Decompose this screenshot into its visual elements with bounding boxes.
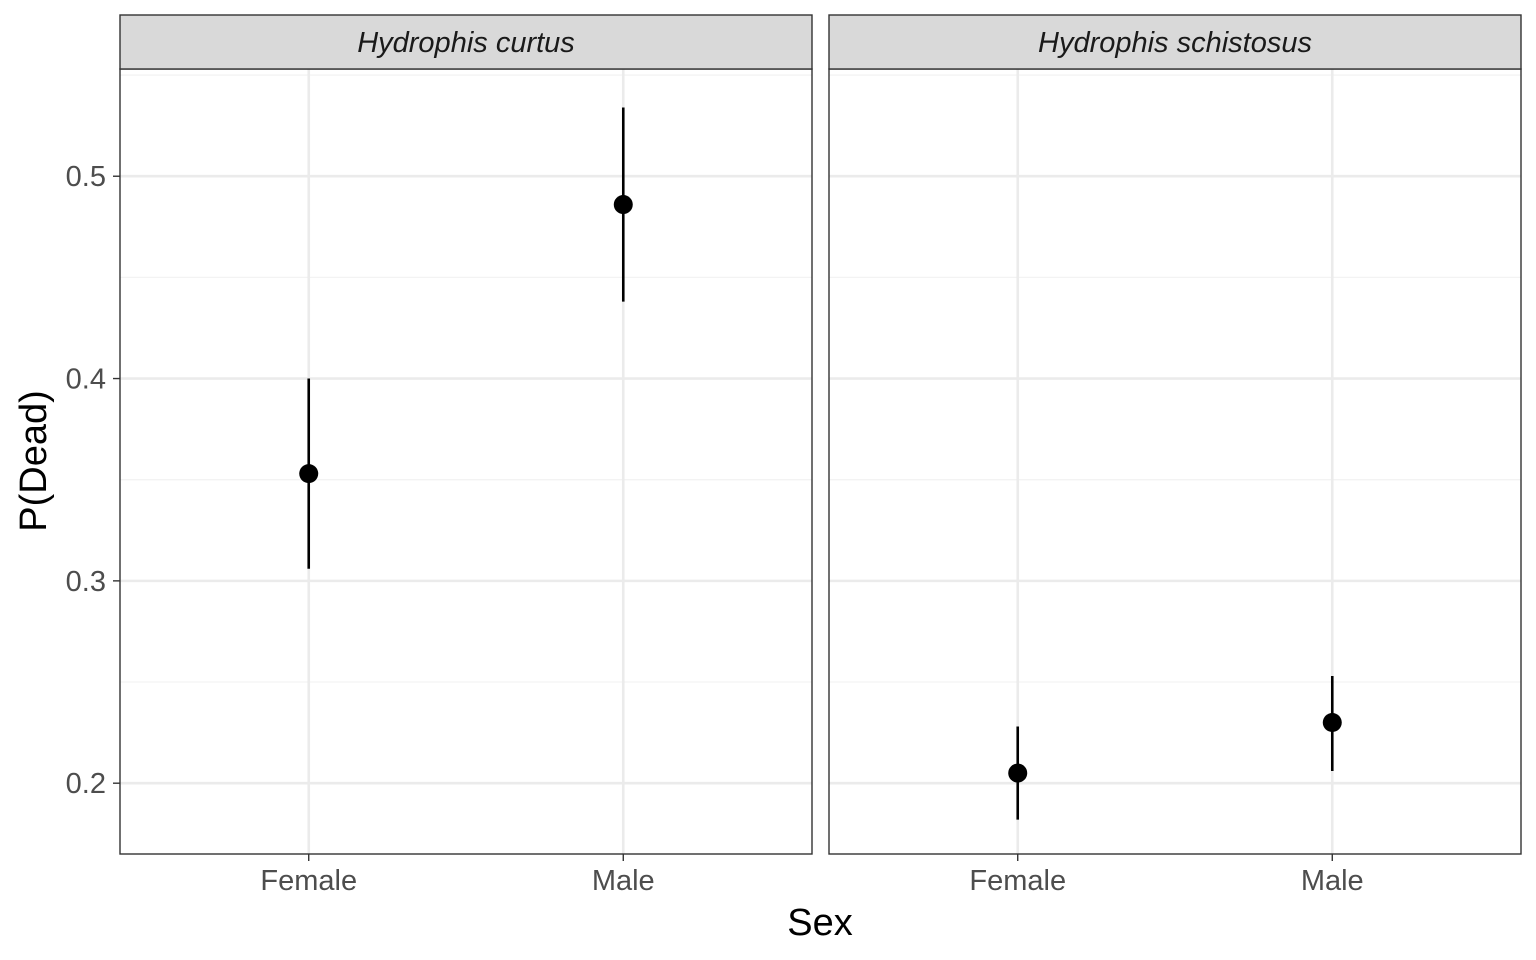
panel-background <box>120 69 812 854</box>
y-tick-label: 0.5 <box>66 161 106 193</box>
data-point <box>299 464 318 483</box>
y-axis: 0.2 0.3 0.4 0.5 <box>66 161 120 800</box>
y-tick-label: 0.3 <box>66 566 106 598</box>
x-tick-label: Male <box>592 865 655 897</box>
data-point <box>1008 764 1027 783</box>
facet-strip-title: Hydrophis curtus <box>357 27 575 59</box>
y-axis-title: P(Dead) <box>13 390 55 532</box>
y-tick-label: 0.4 <box>66 364 106 396</box>
data-point <box>614 195 633 214</box>
data-point <box>1323 713 1342 732</box>
facet-panel: Hydrophis schistosus Female Male <box>829 15 1521 897</box>
x-tick-label: Male <box>1301 865 1364 897</box>
y-tick-label: 0.2 <box>66 768 106 800</box>
x-axis-title: Sex <box>787 902 852 944</box>
x-tick-label: Female <box>969 865 1066 897</box>
facet-panel: Hydrophis curtus Female Male <box>120 15 812 897</box>
facet-strip-title: Hydrophis schistosus <box>1038 27 1312 59</box>
panel-background <box>829 69 1521 854</box>
x-tick-label: Female <box>260 865 357 897</box>
